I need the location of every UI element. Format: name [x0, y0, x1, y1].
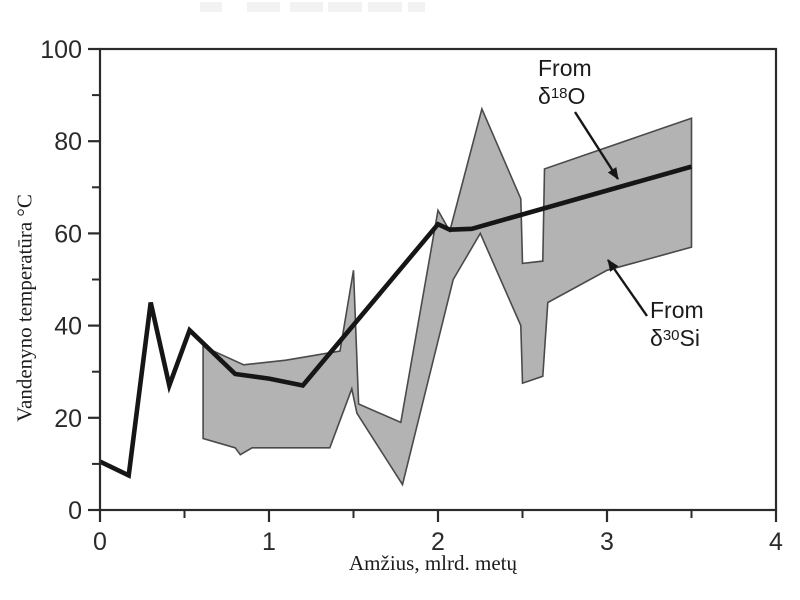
x-axis-title: Amžius, mlrd. metų: [349, 551, 517, 575]
d30si-uncertainty-band: [202, 106, 693, 487]
d18o-callout-arrow: [573, 111, 620, 180]
callout-d30si-formula: δ30Si: [650, 325, 700, 351]
callout-d18o-formula: δ18O: [538, 83, 586, 109]
x-tick-label: 4: [769, 528, 783, 556]
x-tick-label: 2: [431, 528, 445, 556]
y-tick-label: 60: [54, 220, 82, 248]
x-tick-label: 1: [262, 528, 276, 556]
callout-d18o-word: From: [538, 55, 592, 81]
y-tick-label: 100: [40, 36, 82, 64]
cropped-title-remnant: [247, 2, 280, 12]
cropped-title-remnant: [290, 2, 323, 12]
callout-d30si: From δ30Si: [650, 297, 704, 351]
d30si-callout-arrow: [607, 259, 648, 317]
x-tick-label: 0: [93, 528, 107, 556]
cropped-title-remnant: [200, 2, 222, 12]
y-tick-label: 40: [54, 313, 82, 341]
y-tick-label: 20: [54, 405, 82, 433]
d18o-temperature-line: [99, 164, 693, 479]
y-tick-label: 80: [54, 128, 82, 156]
cropped-title-remnant: [368, 2, 402, 12]
callout-d18o: From δ18O: [538, 55, 592, 109]
cropped-title-remnant: [408, 2, 425, 12]
callout-d30si-word: From: [650, 297, 704, 323]
y-axis-title: Vandenyno temperatūra °C: [12, 194, 37, 422]
y-tick-label: 0: [68, 497, 82, 525]
x-tick-label: 3: [600, 528, 614, 556]
cropped-title-remnant: [328, 2, 362, 12]
